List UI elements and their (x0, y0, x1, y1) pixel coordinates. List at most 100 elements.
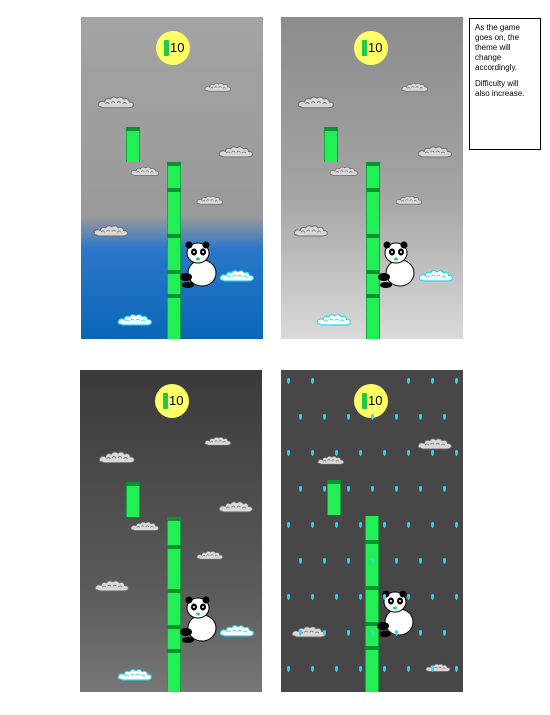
cloud-icon (218, 499, 254, 514)
cloud-icon (293, 223, 329, 238)
raindrop-icon (395, 630, 398, 636)
raindrop-icon (287, 522, 290, 528)
raindrop-icon (407, 450, 410, 456)
raindrop-icon (455, 522, 458, 528)
raindrop-icon (443, 558, 446, 564)
cloud-icon (97, 94, 135, 110)
cloud-icon (117, 312, 153, 327)
raindrop-icon (323, 558, 326, 564)
raindrop-icon (287, 666, 290, 672)
panda-icon (176, 594, 218, 644)
cloud-icon (316, 312, 352, 327)
raindrop-icon (299, 630, 302, 636)
raindrop-icon (395, 486, 398, 492)
cloud-icon (417, 144, 453, 159)
cloud-icon (417, 436, 453, 451)
score-value: 10 (169, 393, 184, 408)
bamboo-obstacle-top (126, 482, 140, 517)
cloud-icon (418, 268, 454, 283)
raindrop-icon (311, 378, 314, 384)
raindrop-icon (287, 450, 290, 456)
game-screen-day: 10 (81, 17, 263, 339)
note-theme-text: As the game goes on, the theme will chan… (475, 23, 520, 72)
bamboo-coin-icon (164, 40, 169, 56)
raindrop-icon (383, 522, 386, 528)
raindrop-icon (311, 450, 314, 456)
raindrop-icon (323, 630, 326, 636)
bamboo-pole (366, 162, 380, 339)
bamboo-coin-icon (163, 393, 168, 409)
raindrop-icon (347, 558, 350, 564)
raindrop-icon (299, 414, 302, 420)
bamboo-pole (365, 516, 379, 692)
raindrop-icon (407, 378, 410, 384)
raindrop-icon (287, 378, 290, 384)
cloud-icon (219, 623, 255, 638)
note-difficulty-text: Difficulty will also increase. (475, 79, 525, 98)
cloud-icon (196, 194, 224, 206)
raindrop-icon (383, 666, 386, 672)
cloud-icon (219, 268, 255, 283)
raindrop-icon (311, 666, 314, 672)
raindrop-icon (431, 666, 434, 672)
raindrop-icon (335, 450, 338, 456)
raindrop-icon (443, 414, 446, 420)
raindrop-icon (383, 594, 386, 600)
raindrop-icon (407, 594, 410, 600)
cloud-icon (117, 667, 153, 682)
raindrop-icon (311, 594, 314, 600)
raindrop-icon (407, 666, 410, 672)
raindrop-icon (431, 450, 434, 456)
raindrop-icon (359, 522, 362, 528)
cloud-icon (401, 81, 429, 93)
raindrop-icon (299, 558, 302, 564)
score-badge: 10 (156, 31, 190, 65)
cloud-icon (317, 454, 345, 466)
raindrop-icon (359, 594, 362, 600)
bamboo-pole (167, 517, 181, 692)
raindrop-icon (419, 558, 422, 564)
raindrop-icon (455, 378, 458, 384)
raindrop-icon (299, 486, 302, 492)
cloud-icon (204, 435, 232, 447)
cloud-icon (130, 165, 160, 177)
bamboo-obstacle-top (324, 127, 338, 162)
bamboo-coin-icon (362, 393, 367, 409)
raindrop-icon (335, 522, 338, 528)
raindrop-icon (455, 450, 458, 456)
raindrop-icon (431, 522, 434, 528)
cloud-icon (329, 165, 359, 177)
raindrop-icon (347, 630, 350, 636)
score-badge: 10 (354, 31, 388, 65)
raindrop-icon (311, 522, 314, 528)
raindrop-icon (371, 414, 374, 420)
cloud-icon (93, 223, 129, 238)
raindrop-icon (443, 486, 446, 492)
cloud-icon (297, 94, 335, 110)
raindrop-icon (455, 666, 458, 672)
raindrop-icon (419, 630, 422, 636)
raindrop-icon (335, 666, 338, 672)
raindrop-icon (443, 630, 446, 636)
score-badge: 10 (354, 384, 388, 418)
game-screen-fog: 10 (281, 17, 463, 339)
cloud-icon (98, 449, 136, 465)
cloud-icon (204, 81, 232, 93)
raindrop-icon (407, 522, 410, 528)
raindrop-icon (371, 630, 374, 636)
game-screen-dusk: 10 (80, 370, 262, 692)
bamboo-obstacle-top (327, 480, 341, 515)
game-screen-rain: 10 (281, 370, 463, 692)
score-value: 10 (368, 40, 383, 55)
raindrop-icon (419, 414, 422, 420)
raindrop-icon (431, 378, 434, 384)
bamboo-coin-icon (362, 40, 367, 56)
raindrop-icon (347, 486, 350, 492)
cloud-icon (196, 549, 224, 561)
cloud-icon (218, 144, 254, 159)
raindrop-icon (419, 486, 422, 492)
raindrop-icon (347, 414, 350, 420)
raindrop-icon (431, 594, 434, 600)
raindrop-icon (359, 450, 362, 456)
raindrop-icon (395, 558, 398, 564)
